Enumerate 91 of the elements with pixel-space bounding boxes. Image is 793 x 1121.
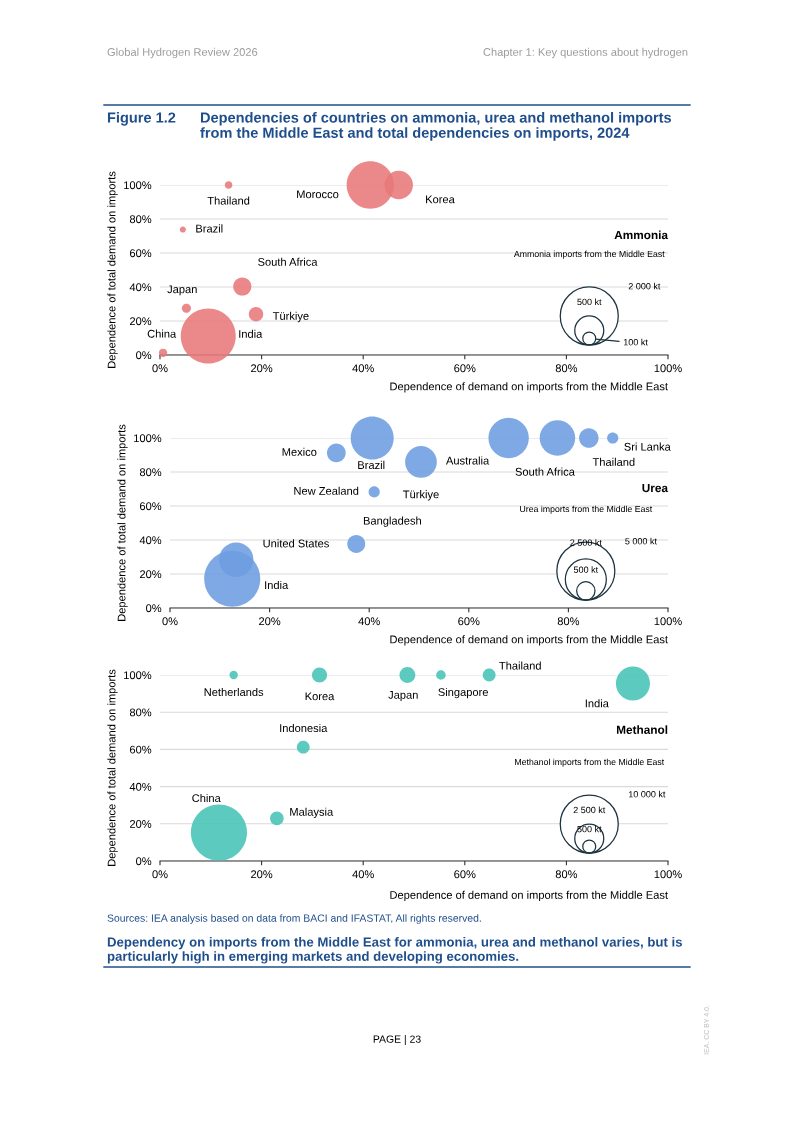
y-tick-label: 60% [139, 502, 162, 511]
x-tick-label: 60% [454, 364, 476, 373]
x-tick-label: 0% [162, 617, 178, 626]
annotation: Ammonia [614, 230, 669, 240]
y-axis-title: Dependence of total demand on imports [107, 669, 118, 866]
x-tick-label: 40% [358, 617, 380, 626]
x-tick-label: 60% [458, 617, 480, 626]
y-tick-label: 40% [139, 536, 162, 545]
legend-label: 100 kt [623, 338, 648, 346]
x-tick-label: 80% [555, 870, 578, 879]
y-tick-label: 20% [139, 570, 162, 579]
x-tick-label: 60% [454, 870, 476, 879]
text: Dependency on imports from the Middle East for ammonia, urea and methanol varies, but is particularly high in emerging markets and developing economies. [107, 937, 682, 964]
annotation: India [585, 699, 609, 708]
legend-label: 5 000 kt [625, 537, 657, 545]
annotation: Singapore [438, 687, 488, 699]
annotation: China [147, 329, 177, 338]
annotation: Australia [445, 456, 490, 465]
legend-label: 500 kt [573, 566, 599, 573]
y-tick-label: 0% [146, 604, 162, 613]
legend-label: 500 kt [577, 298, 602, 306]
annotation: Thailand [592, 457, 635, 466]
x-tick-label: 80% [555, 364, 578, 373]
y-tick-label: 80% [139, 468, 162, 477]
legend-label: 2 500 kt [573, 806, 606, 814]
y-tick-label: 100% [124, 181, 152, 190]
x-tick-label: 40% [352, 870, 374, 879]
text: PAGE | 23 [373, 1035, 421, 1045]
y-tick-label: 80% [129, 215, 152, 224]
y-axis-title: Dependence of total demand on imports [107, 171, 118, 368]
x-tick-label: 20% [251, 364, 273, 373]
x-tick-label: 100% [654, 870, 682, 879]
annotation: South Africa [515, 467, 575, 476]
y-tick-label: 40% [129, 283, 152, 292]
y-tick-label: 40% [129, 782, 152, 791]
annotation: China [192, 793, 221, 803]
annotation: India [239, 329, 263, 338]
annotation: Methanol [616, 725, 668, 734]
annotation: Japan [388, 691, 418, 702]
annotation: Indonesia [280, 723, 328, 733]
annotation: United States [263, 539, 329, 548]
chart-subtitle: Dependencies of countries on ammonia, urea and methanol imports from the Middle East and total dependencies on imports, 2024 [200, 112, 672, 141]
annotation: South Africa [258, 257, 318, 266]
annotation: Korea [426, 195, 455, 204]
annotation: Brazil [358, 460, 385, 470]
annotation: India [265, 580, 289, 590]
y-tick-label: 100% [124, 671, 152, 680]
annotation: Bangladesh [363, 516, 421, 527]
y-tick-label: 20% [129, 820, 152, 828]
x-tick-label: 100% [654, 364, 682, 373]
y-tick-label: 0% [136, 351, 152, 360]
text: Global Hydrogen Review 2026 [107, 47, 258, 59]
annotation: Brazil [196, 224, 223, 233]
x-tick-label: 40% [352, 364, 374, 373]
x-tick-label: 80% [557, 617, 580, 626]
legend-title: Methanol imports from the Middle East [515, 758, 665, 767]
annotation: Japan [167, 285, 197, 296]
source-note: Sources: IEA analysis based on data from BACI and IFASTAT, All rights reserved. [107, 914, 481, 924]
y-tick-label: 0% [136, 857, 152, 866]
annotation: Sri Lanka [624, 442, 671, 451]
y-tick-label: 80% [129, 708, 152, 717]
annotation: Mexico [282, 447, 317, 456]
x-tick-label: 100% [654, 617, 682, 626]
x-tick-label: 0% [152, 364, 168, 373]
legend-label: 10 000 kt [628, 790, 666, 798]
annotation: Türkiye [403, 490, 439, 501]
annotation: New Zealand [294, 486, 359, 495]
y-tick-label: 20% [129, 317, 152, 326]
y-axis-title: Dependence of total demand on imports [117, 424, 128, 621]
legend-title: Ammonia imports from the Middle East [513, 250, 665, 259]
x-tick-label: 20% [251, 870, 273, 879]
annotation: Urea [642, 483, 669, 493]
x-axis-title: Dependence of demand on imports from the Middle East [390, 890, 668, 902]
y-tick-label: 60% [129, 745, 152, 754]
annotation: Malaysia [290, 807, 334, 819]
annotation: Türkiye [272, 311, 309, 323]
annotation: Thailand [499, 661, 541, 670]
annotation: Korea [305, 692, 335, 701]
legend-label: 2 000 kt [628, 282, 661, 290]
x-axis-title: Dependence of demand on imports from the Middle East [390, 382, 668, 393]
x-axis-title: Dependence of demand on imports from the Middle East [390, 635, 668, 646]
annotation: Thailand [207, 196, 250, 205]
x-tick-label: 20% [259, 617, 281, 626]
annotation: Netherlands [204, 687, 264, 697]
legend-title: Urea imports from the Middle East [520, 505, 653, 514]
y-tick-label: 100% [134, 434, 162, 443]
annotation: Morocco [297, 190, 339, 199]
x-tick-label: 0% [152, 870, 168, 879]
chart-title: Figure 1.2 [107, 112, 176, 126]
y-tick-label: 60% [129, 249, 152, 258]
text: Chapter 1: Key questions about hydrogen [483, 47, 688, 59]
